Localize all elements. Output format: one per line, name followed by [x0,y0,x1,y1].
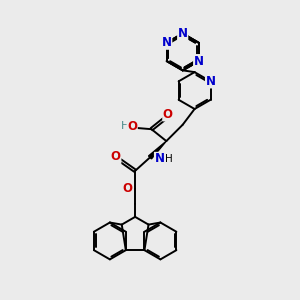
Polygon shape [148,141,166,159]
Text: O: O [111,150,121,163]
Text: N: N [178,27,188,40]
Text: N: N [194,55,204,68]
Text: N: N [206,75,215,88]
Text: O: O [163,108,173,121]
Text: H: H [121,121,130,131]
Text: H: H [165,154,172,164]
Text: N: N [154,152,164,165]
Text: N: N [162,36,172,49]
Text: O: O [127,120,137,133]
Text: O: O [123,182,133,195]
